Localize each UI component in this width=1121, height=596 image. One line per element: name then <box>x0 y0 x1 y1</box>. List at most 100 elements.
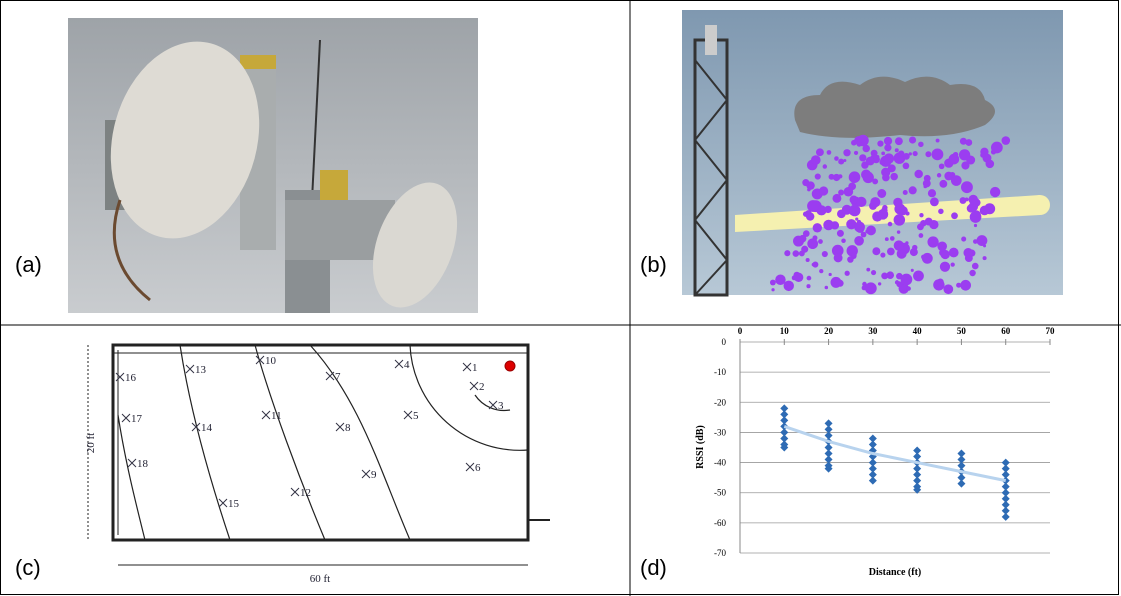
point-label: 3 <box>498 400 504 412</box>
measure-point <box>470 382 478 390</box>
rain-drop <box>848 223 852 227</box>
rain-drop <box>848 247 851 250</box>
rain-drop <box>823 220 834 231</box>
y-tick-label: -50 <box>714 488 726 498</box>
point-label: 17 <box>131 413 143 425</box>
measure-point <box>463 363 471 371</box>
rain-drop <box>822 251 828 257</box>
rain-drop <box>848 182 856 190</box>
rain-drop <box>877 141 883 147</box>
rain-drop <box>793 250 800 257</box>
rain-drop <box>825 286 829 290</box>
rain-drop <box>784 281 794 291</box>
rain-drop <box>914 170 922 178</box>
rain-drop <box>879 160 884 165</box>
rain-drop <box>877 189 886 198</box>
y-tick-label: -40 <box>714 458 726 468</box>
rain-drop <box>939 163 945 169</box>
rain-drop <box>824 206 831 213</box>
measure-point <box>291 488 299 496</box>
rain-drop <box>894 214 905 225</box>
measure-point <box>219 499 227 507</box>
panel-label: (a) <box>15 252 42 277</box>
rain-drop <box>811 155 821 165</box>
x-tick-label: 20 <box>824 326 834 336</box>
x-tick-label: 10 <box>780 326 790 336</box>
rain-drop <box>969 270 975 276</box>
rain-drop <box>845 271 850 276</box>
rain-drop <box>951 262 955 266</box>
rain-drop <box>909 186 917 194</box>
rain-drop <box>960 197 967 204</box>
rain-drop <box>967 207 971 211</box>
rain-drop <box>843 149 850 156</box>
rain-drop <box>865 230 869 234</box>
rain-drop <box>829 273 832 276</box>
rain-drop <box>933 279 944 290</box>
rain-drop <box>973 239 978 244</box>
rain-drop <box>882 174 890 182</box>
rain-drop <box>903 190 908 195</box>
rain-drop <box>941 250 950 259</box>
x-tick-label: 60 <box>1001 326 1011 336</box>
y-tick-label: 0 <box>722 337 727 347</box>
y-tick-label: -10 <box>714 367 726 377</box>
rain-drop <box>983 256 987 260</box>
photo-rain <box>682 10 1063 295</box>
x-tick-label: 40 <box>913 326 923 336</box>
rain-drop <box>834 253 843 262</box>
rain-drop <box>939 180 947 188</box>
y-tick-label: -60 <box>714 518 726 528</box>
rain-drop <box>932 148 944 160</box>
rain-drop <box>794 273 803 282</box>
rain-drop <box>943 284 953 294</box>
rain-drop <box>870 197 880 207</box>
rain-drop <box>919 213 923 217</box>
rain-drop <box>771 288 774 291</box>
rain-drop <box>884 137 892 145</box>
rain-drop <box>963 248 972 257</box>
point-label: 13 <box>195 364 207 376</box>
measure-point <box>404 411 412 419</box>
rain-drop <box>936 139 940 143</box>
rain-drop <box>909 152 912 155</box>
rain-drop <box>951 212 958 219</box>
point-label: 11 <box>271 410 282 422</box>
rain-drop <box>854 236 864 246</box>
rain-drop <box>819 269 823 273</box>
rain-drop <box>799 250 805 256</box>
y-tick-label: -30 <box>714 427 726 437</box>
measure-point <box>116 373 124 381</box>
point-label: 12 <box>300 487 311 499</box>
measure-point <box>336 423 344 431</box>
rain-drop <box>897 230 900 233</box>
rain-drop <box>968 195 978 205</box>
rain-drop <box>953 152 958 157</box>
rain-drop <box>847 256 853 262</box>
rain-drop <box>905 241 908 244</box>
point-label: 15 <box>228 498 240 510</box>
rain-drop <box>895 137 903 145</box>
rain-drop <box>856 197 866 207</box>
rain-drop <box>907 286 911 290</box>
rain-drop <box>919 233 924 238</box>
photo-antennas <box>68 18 478 319</box>
rain-drop <box>807 238 818 249</box>
rain-drop <box>968 141 971 144</box>
rain-drop <box>899 206 908 215</box>
point-label: 9 <box>371 469 377 481</box>
measure-point <box>489 401 497 409</box>
rain-drop <box>888 222 893 227</box>
rain-drop <box>894 240 904 250</box>
rain-drop <box>925 151 931 157</box>
measure-point <box>466 463 474 471</box>
rain-drop <box>838 190 844 196</box>
rain-drop <box>851 252 857 258</box>
rain-drop <box>937 173 941 177</box>
point-label: 18 <box>137 458 149 470</box>
rain-drop <box>807 210 811 214</box>
rain-drop <box>944 172 953 181</box>
rain-drop <box>819 186 828 195</box>
rain-drop <box>923 180 931 188</box>
rain-drop <box>880 252 885 257</box>
